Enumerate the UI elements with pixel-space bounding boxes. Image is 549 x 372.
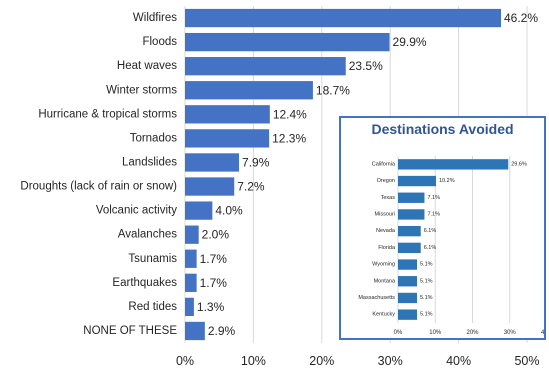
x-tick-label: 40% [446,354,471,368]
category-label: Winter storms [106,84,177,96]
value-label: 12.4% [273,107,307,121]
value-label: 1.7% [200,276,228,290]
inset-bar [398,309,417,320]
value-label: 7.2% [237,180,265,194]
inset-value-label: 5.1% [420,262,433,268]
value-label: 2.0% [202,228,230,242]
inset-value-label: 29.6% [511,161,527,167]
bar [185,177,235,196]
value-label: 23.5% [349,59,383,73]
inset-category-label: Missouri [375,211,395,217]
bar [185,8,502,28]
category-label: Earthquakes [112,277,177,289]
bar [185,32,390,52]
inset-x-tick-label: 40% [541,330,544,336]
inset-x-tick-label: 10% [429,330,442,336]
value-label: 18.7% [316,83,350,97]
inset-chart-title: Destinations Avoided [371,121,514,137]
x-tick-label: 10% [241,354,266,368]
inset-category-label: California [372,161,396,167]
value-label: 1.3% [197,300,225,314]
inset-category-label: Texas [381,195,396,201]
inset-bar [398,292,417,304]
inset-bar [398,175,436,187]
inset-category-label: Kentucky [372,312,395,318]
inset-category-label: Wyoming [372,262,395,268]
inset-value-label: 5.1% [420,278,433,284]
value-label: 12.3% [272,131,306,145]
value-label: 29.9% [393,35,427,49]
bar [185,81,313,100]
inset-category-label: Oregon [377,178,395,184]
inset-value-label: 5.1% [420,295,433,301]
category-label: Droughts (lack of rain or snow) [20,181,177,193]
bar [185,225,199,244]
bar [185,297,194,317]
inset-bar [398,209,425,220]
inset-category-label: Nevada [376,228,396,234]
category-label: Red tides [128,301,177,313]
bar [185,57,346,76]
inset-bar-chart: 0% 10% 20% 30% 40% California 29.6% Oregon 10.2%… [358,156,544,336]
value-label: 7.9% [242,155,270,169]
category-label: Floods [142,36,177,48]
inset-x-tick-label: 0% [394,330,403,336]
inset-value-label: 6.1% [424,245,437,251]
category-label: Landslides [122,156,177,168]
category-label: NONE OF THESE [83,325,177,337]
inset-value-label: 5.1% [420,312,433,318]
inset-category-label: Florida [378,245,396,251]
bar [185,129,270,148]
inset-chart-panel: Destinations Avoided 0% 10% 20% 30% 40% Calif… [339,116,546,340]
inset-bar [398,225,421,237]
category-label: Tsunamis [128,253,177,265]
inset-x-tick-label: 30% [504,330,517,336]
bar [185,153,240,172]
bar [185,273,197,292]
value-label: 46.2% [504,11,538,25]
x-tick-label: 30% [378,354,403,368]
category-label: Heat waves [117,60,177,72]
inset-bar [398,159,509,170]
bar [185,201,213,220]
inset-value-label: 6.1% [424,228,437,234]
category-label: Volcanic activity [96,205,177,217]
category-label: Avalanches [118,229,177,241]
inset-value-label: 7.1% [427,195,440,201]
category-label: Hurricane & tropical storms [38,108,177,120]
bar [185,105,270,124]
category-label: Tornados [130,132,178,144]
value-label: 1.7% [200,252,228,266]
inset-value-label: 7.1% [427,211,440,217]
inset-x-tick-label: 20% [466,330,479,336]
category-label: Wildfires [133,12,177,24]
bar [185,249,197,268]
inset-category-label: Massachusetts [358,295,395,301]
x-tick-label: 0% [176,354,194,368]
bar [185,321,205,341]
value-label: 4.0% [215,204,243,218]
x-tick-label: 20% [309,354,334,368]
inset-value-label: 10.2% [439,178,455,184]
inset-bar [398,192,425,203]
inset-bar [398,259,417,270]
inset-bar [398,276,417,287]
x-tick-label: 50% [514,354,539,368]
inset-category-label: Montana [374,278,396,284]
inset-bar [398,242,421,254]
value-label: 2.9% [208,324,236,338]
